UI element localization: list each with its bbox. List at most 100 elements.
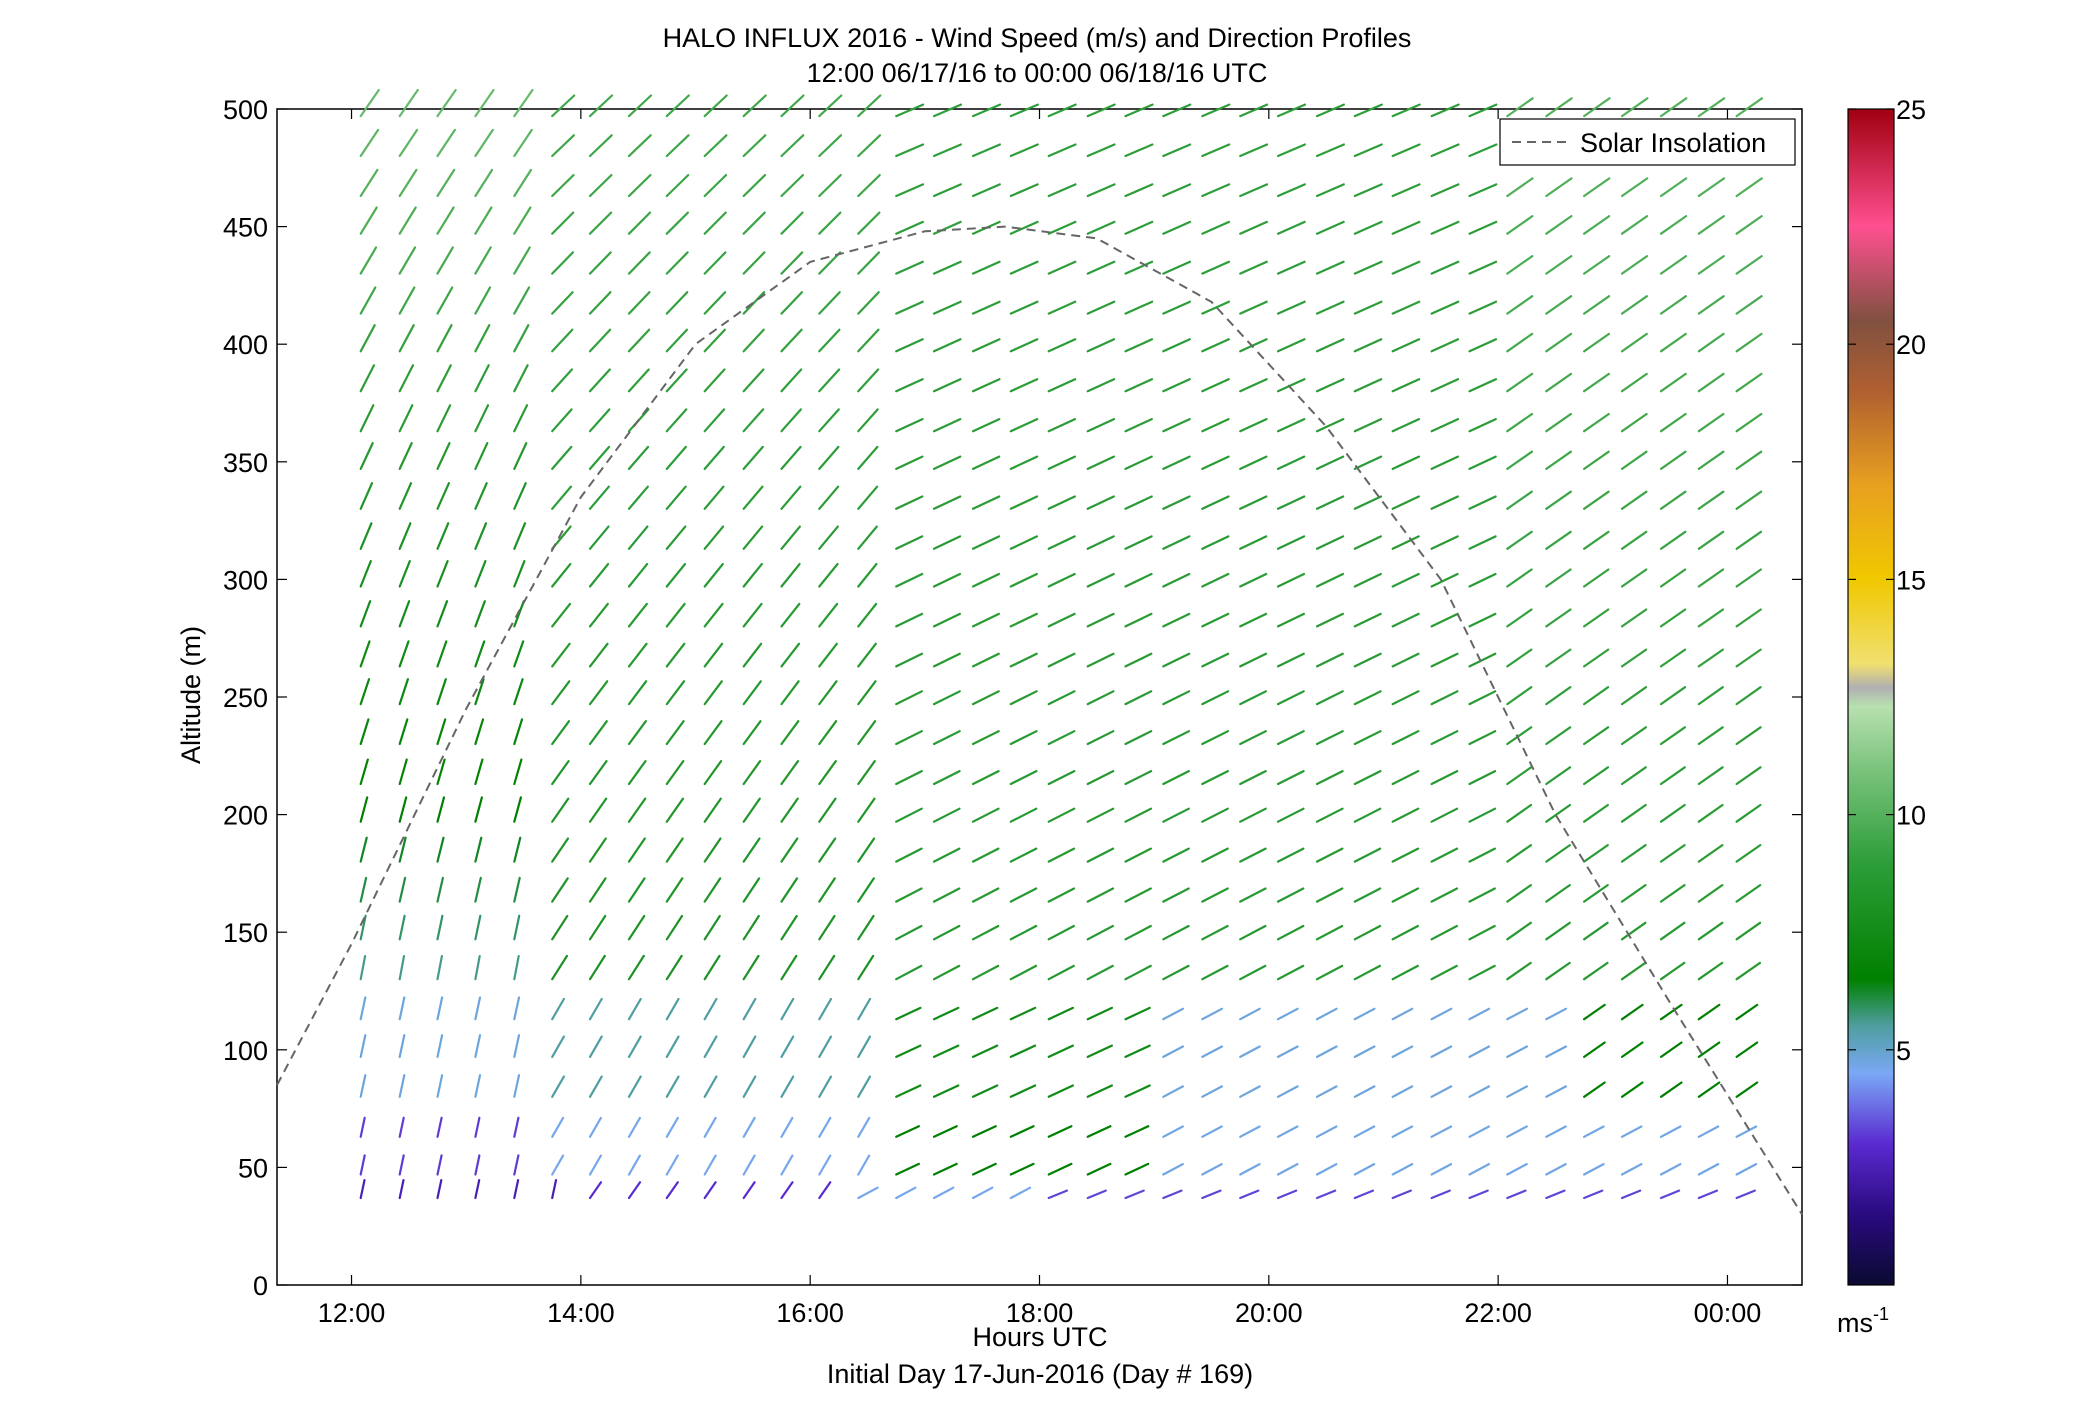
wind-arrow [818, 797, 837, 823]
wind-arrow [1659, 412, 1687, 433]
colorbar: 5 10 15 20 25 ms-1 [1837, 95, 1926, 1338]
wind-arrow [1276, 103, 1307, 118]
wind-arrow [703, 525, 725, 550]
wind-arrow [971, 300, 1001, 315]
wind-arrow [1276, 535, 1306, 550]
wind-arrow [1545, 1045, 1568, 1059]
wind-arrow [1353, 455, 1383, 470]
wind-arrow [742, 291, 766, 315]
wind-arrow [1506, 1162, 1528, 1176]
wind-arrow [1468, 807, 1497, 823]
wind-arrow [1735, 883, 1762, 903]
wind-arrow [1430, 847, 1459, 863]
wind-arrow [1201, 652, 1230, 668]
wind-arrow [1582, 450, 1610, 470]
wind-arrow [1735, 295, 1763, 315]
wind-arrow [588, 954, 606, 981]
wind-arrow [1659, 177, 1688, 198]
wind-arrow [398, 482, 413, 510]
wind-arrow [780, 1116, 794, 1138]
wind-arrow [971, 378, 1001, 393]
wind-arrow [1353, 887, 1382, 903]
wind-arrow [780, 134, 805, 158]
wind-arrow [588, 368, 611, 393]
wind-arrow [1353, 143, 1383, 158]
wind-arrow [971, 847, 1000, 863]
wind-arrow [1201, 572, 1230, 588]
wind-arrow [818, 251, 842, 275]
wind-arrow [627, 602, 648, 628]
wind-arrow [1009, 143, 1039, 158]
wind-arrow [1391, 535, 1420, 550]
wind-arrow [895, 1006, 922, 1021]
wind-arrow [359, 559, 372, 588]
wind-arrow [1276, 183, 1306, 198]
wind-arrow [513, 914, 521, 941]
wind-arrow [1545, 215, 1573, 235]
colorbar-tick-label: 5 [1896, 1036, 1911, 1066]
wind-arrow [1009, 535, 1039, 550]
wind-arrow [1162, 964, 1190, 981]
wind-arrow [359, 954, 367, 981]
wind-arrow [1582, 766, 1610, 786]
wind-arrow [1659, 1189, 1681, 1200]
wind-arrow [1659, 921, 1686, 941]
wind-arrow [551, 211, 575, 235]
wind-arrow [1620, 921, 1647, 941]
wind-arrow [932, 495, 962, 510]
wind-arrow [1201, 300, 1231, 315]
wind-arrow [1276, 1189, 1298, 1200]
wind-arrow [665, 602, 686, 628]
wind-arrow [1276, 964, 1305, 981]
wind-arrow [359, 758, 369, 786]
wind-arrow [1735, 97, 1764, 118]
wind-arrow [1582, 177, 1611, 198]
wind-arrow [1659, 450, 1687, 470]
wind-arrow [971, 964, 1000, 981]
wind-arrow [474, 1116, 481, 1138]
wind-arrow [1506, 490, 1533, 510]
wind-arrow [1086, 103, 1116, 118]
wind-arrow [1086, 730, 1115, 746]
wind-arrow [1735, 608, 1762, 628]
wind-arrow [1276, 847, 1305, 863]
wind-arrow [1162, 847, 1190, 863]
wind-arrow [1697, 1003, 1721, 1021]
wind-arrow [932, 378, 962, 393]
wind-arrow [1468, 143, 1498, 158]
wind-arrow [742, 797, 761, 823]
wind-arrow [1545, 568, 1572, 588]
wind-arrow [1697, 97, 1726, 118]
wind-arrow [1430, 535, 1459, 550]
wind-arrow [780, 954, 798, 981]
wind-arrow [1697, 961, 1724, 981]
wind-arrow [857, 525, 878, 550]
wind-arrow [971, 183, 1001, 198]
wind-arrow [1047, 924, 1076, 941]
wind-arrow [436, 522, 450, 550]
wind-arrow [588, 680, 609, 706]
wind-arrow [1124, 1006, 1151, 1021]
y-tick-label: 350 [223, 448, 268, 478]
wind-arrow [818, 877, 836, 903]
wind-arrow [551, 328, 574, 353]
wind-arrow [1047, 847, 1076, 863]
wind-arrow [551, 408, 573, 433]
wind-arrow [513, 1116, 520, 1138]
wind-arrow [780, 680, 800, 706]
wind-arrow [703, 877, 722, 903]
wind-arrow [1315, 924, 1344, 941]
wind-arrow [1353, 183, 1383, 198]
wind-arrow [818, 759, 837, 786]
wind-arrow [1582, 686, 1610, 706]
wind-arrow [398, 1074, 406, 1098]
wind-arrow [398, 914, 406, 941]
wind-arrow [1239, 338, 1268, 353]
wind-arrow [1201, 807, 1229, 823]
wind-arrow [1735, 530, 1763, 550]
wind-arrow [1086, 378, 1116, 393]
wind-arrow [1468, 690, 1497, 706]
wind-arrow [1086, 300, 1116, 315]
wind-arrow [1047, 807, 1076, 823]
wind-arrow [1735, 686, 1762, 706]
